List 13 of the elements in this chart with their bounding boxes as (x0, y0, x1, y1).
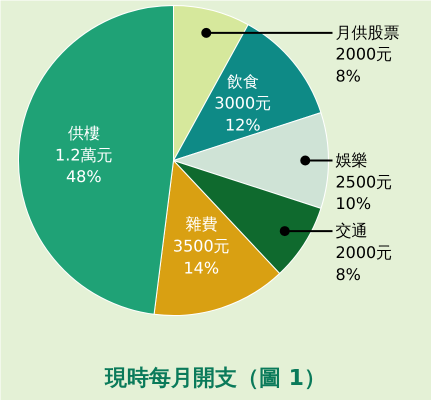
data-label: 3000元 12% (214, 94, 272, 135)
slice-label: 雜費 (185, 214, 218, 234)
data-label: 1.2萬元 48% (55, 145, 113, 186)
slice-label: 娛樂 (336, 150, 368, 170)
text: 現時每月開支（圖 1） (104, 366, 326, 391)
slice-label: 月供股票 (336, 22, 400, 42)
data-label: 2000元 8% (336, 44, 392, 86)
data-label: 3500元 14% (172, 236, 230, 278)
slice-label: 飲食 (226, 72, 259, 91)
slice-label: 交通 (336, 221, 368, 240)
data-label: 2000元 8% (336, 242, 392, 284)
data-label: 2500元 10% (336, 172, 392, 214)
slice-label: 供樓 (68, 124, 100, 143)
